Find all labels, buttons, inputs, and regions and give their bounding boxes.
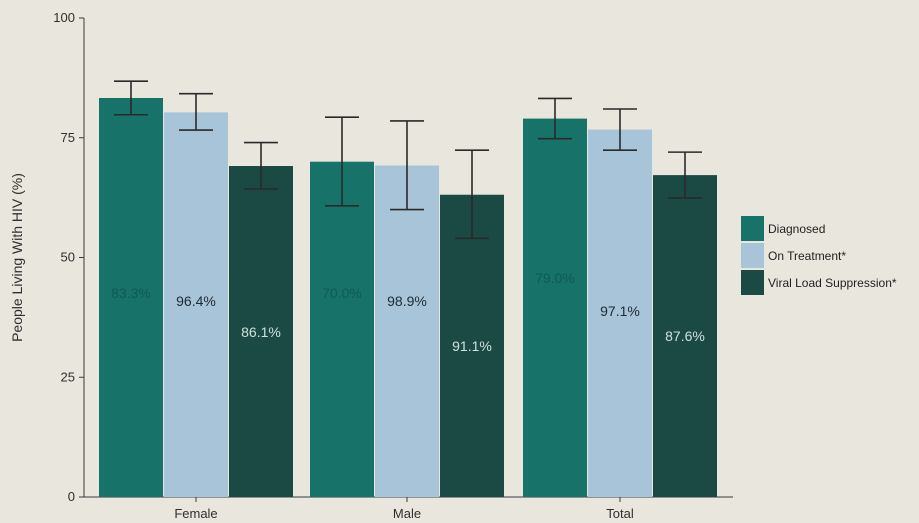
x-tick-label-female: Female [174, 506, 217, 521]
y-tick-label: 25 [61, 369, 75, 384]
bar-label: 91.1% [452, 338, 492, 354]
bar [523, 118, 587, 497]
legend-label: Diagnosed [768, 222, 825, 236]
bar-label: 87.6% [665, 328, 705, 344]
bars [99, 97, 717, 498]
bar [164, 112, 228, 497]
bar-labels: 83.3% 70.0% 79.0% 96.4% 98.9% 97.1% 86.1% 91.1%… [111, 270, 705, 354]
bar-label: 79.0% [535, 270, 575, 286]
legend-label: On Treatment* [768, 249, 846, 263]
y-tick-label: 100 [53, 10, 75, 25]
bar-label: 97.1% [600, 303, 640, 319]
bar [99, 97, 163, 498]
bar [653, 175, 717, 497]
y-tick-label: 50 [61, 250, 75, 265]
legend-swatch [741, 243, 764, 268]
y-axis: 0 25 50 75 100 [53, 10, 85, 504]
x-tick-label-male: Male [393, 506, 421, 521]
bar [229, 166, 293, 498]
bar [375, 165, 439, 498]
x-tick-label-total: Total [606, 506, 634, 521]
y-axis-title: People Living With HIV (%) [9, 173, 25, 342]
bar-label: 70.0% [322, 285, 362, 301]
bar-label: 86.1% [241, 324, 281, 340]
bar [310, 161, 374, 497]
bar [588, 129, 652, 497]
bar-label: 96.4% [176, 293, 216, 309]
legend-label: Viral Load Suppression* [768, 276, 897, 290]
x-axis: Female Male Total [84, 496, 733, 521]
y-tick-label: 75 [61, 130, 75, 145]
bar-label: 83.3% [111, 285, 151, 301]
legend: Diagnosed On Treatment* Viral Load Suppres… [741, 216, 897, 295]
legend-swatch [741, 270, 764, 295]
bar-label: 98.9% [387, 293, 427, 309]
bar [440, 194, 504, 497]
error-bars [114, 80, 702, 240]
legend-swatch [741, 216, 764, 241]
y-tick-label: 0 [68, 489, 75, 504]
